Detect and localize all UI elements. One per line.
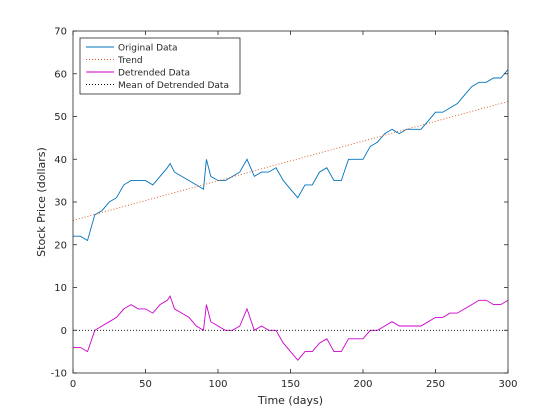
x-tick-label: 200	[353, 379, 372, 390]
legend: Original Data Trend Detrended Data Mean of …	[79, 37, 241, 95]
x-tick-label: 0	[70, 379, 76, 390]
y-tick-label: 50	[54, 112, 67, 123]
legend-label-1: Original Data	[118, 44, 178, 54]
x-tick-label: 50	[139, 379, 152, 390]
y-tick-label: -10	[51, 369, 67, 380]
x-axis-label: Time (days)	[257, 394, 323, 407]
series-line-3	[73, 295, 509, 361]
y-tick-label: 20	[54, 240, 67, 251]
y-tick-label: 30	[54, 198, 67, 209]
series-line-2	[72, 101, 509, 221]
x-tick-label: 150	[281, 379, 300, 390]
legend-label-2: Trend	[117, 56, 143, 66]
y-tick-label: 10	[54, 283, 67, 294]
legend-label-4: Mean of Detrended Data	[118, 81, 229, 91]
series-layer	[72, 69, 509, 361]
legend-label-3: Detrended Data	[118, 69, 190, 79]
series-line-1	[73, 69, 509, 242]
y-tick-label: 0	[61, 326, 67, 337]
y-axis-label: Stock Price (dollars)	[35, 147, 48, 257]
y-tick-label: 60	[54, 69, 67, 80]
y-tick-label: 40	[54, 155, 67, 166]
x-tick-label: 250	[426, 379, 445, 390]
x-tick-label: 300	[498, 379, 517, 390]
x-tick-label: 100	[208, 379, 227, 390]
y-tick-label: 70	[54, 27, 67, 38]
